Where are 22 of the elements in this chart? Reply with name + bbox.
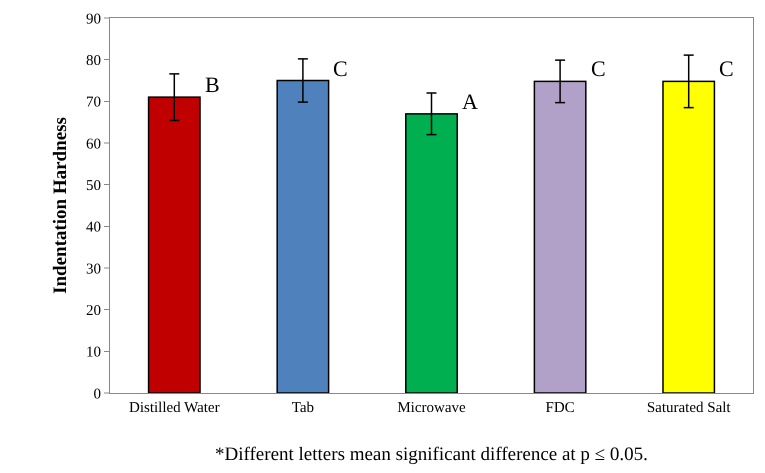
y-tick-label: 80: [86, 52, 101, 69]
y-tick-label: 0: [94, 386, 101, 402]
y-tick-label: 70: [86, 94, 101, 111]
annotation: C: [333, 56, 348, 81]
annotation: C: [719, 56, 734, 81]
y-tick-label: 40: [86, 220, 101, 236]
x-tick-label: FDC: [546, 400, 575, 416]
y-tick-label: 90: [86, 11, 101, 28]
y-tick-label: 50: [86, 178, 101, 194]
y-tick-label: 20: [86, 302, 101, 319]
annotation: A: [462, 89, 478, 114]
y-tick-label: 30: [86, 261, 101, 278]
x-tick-label: Microwave: [397, 400, 466, 416]
x-tick-label: Distilled Water: [129, 400, 220, 416]
annotation: C: [591, 56, 606, 81]
x-tick-label: Saturated Salt: [646, 400, 732, 416]
y-tick-label: 10: [86, 344, 101, 361]
annotation: B: [205, 72, 220, 97]
text: *Different letters mean significant difference at p ≤ 0.05.: [215, 444, 648, 465]
y-tick-label: 60: [86, 136, 101, 152]
y-axis-title: Indentation Hardness: [50, 117, 71, 294]
x-tick-label: Tab: [292, 400, 314, 416]
